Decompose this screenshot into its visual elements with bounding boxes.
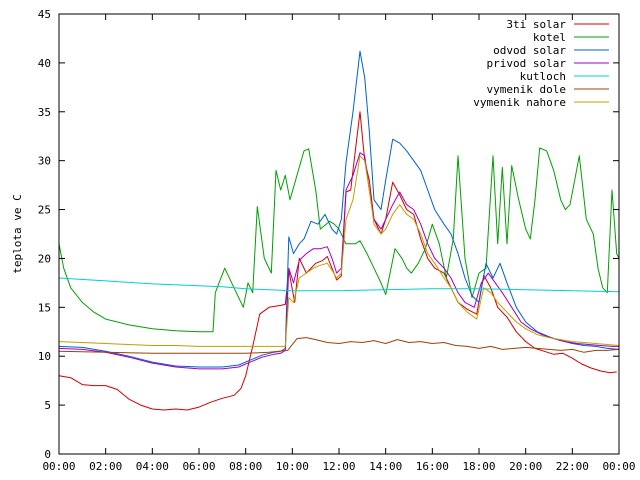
x-tick-label: 16:00 [416, 460, 449, 473]
x-tick-label: 22:00 [556, 460, 589, 473]
y-tick-label: 40 [38, 57, 51, 70]
x-tick-label: 18:00 [462, 460, 495, 473]
x-axis-ticks: 00:00 02:00 04:00 06:00 08:00 10:00 12:00 14:00… [42, 14, 636, 473]
series-line-vymenik-nahore [58, 155, 620, 347]
y-axis-ticks: 0 5 10 15 20 25 30 35 40 45 [38, 8, 619, 461]
y-tick-label: 30 [38, 155, 51, 168]
x-tick-label: 04:00 [136, 460, 169, 473]
y-axis-label: teplota ve C [11, 194, 24, 273]
x-tick-label: 02:00 [89, 460, 122, 473]
series-line-vymenik-dole [58, 337, 620, 354]
x-tick-label: 20:00 [509, 460, 542, 473]
y-tick-label: 25 [38, 204, 51, 217]
legend-label: vymenik nahore [473, 96, 566, 109]
x-tick-label: 00:00 [42, 460, 75, 473]
legend-label: odvod solar [493, 44, 566, 57]
x-tick-label: 08:00 [229, 460, 262, 473]
legend-label: kutloch [520, 70, 566, 83]
y-tick-label: 45 [38, 8, 51, 21]
x-tick-label: 10:00 [276, 460, 309, 473]
y-tick-label: 20 [38, 252, 51, 265]
legend-label: vymenik dole [487, 83, 566, 96]
x-tick-label: 12:00 [322, 460, 355, 473]
y-tick-label: 15 [38, 301, 51, 314]
x-tick-label: 00:00 [602, 460, 635, 473]
y-tick-label: 0 [44, 448, 51, 461]
y-tick-label: 35 [38, 106, 51, 119]
legend-label: kotel [533, 31, 566, 44]
y-tick-label: 5 [44, 399, 51, 412]
y-tick-label: 10 [38, 350, 51, 363]
plot-lines [58, 50, 620, 411]
series-line-kutloch [58, 277, 620, 293]
x-tick-label: 06:00 [182, 460, 215, 473]
legend-label: privod solar [487, 57, 567, 70]
x-tick-label: 14:00 [369, 460, 402, 473]
series-line-3ti-solar [58, 111, 617, 411]
series-line-kotel [58, 147, 620, 333]
series-line-privod-solar [58, 152, 619, 370]
series-line-odvod-solar [58, 50, 620, 368]
legend-label: 3ti solar [506, 18, 566, 31]
